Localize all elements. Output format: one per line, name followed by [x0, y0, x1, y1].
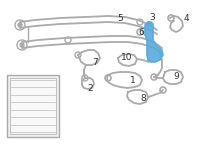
Text: 1: 1 [130, 76, 136, 85]
Polygon shape [145, 22, 163, 62]
Bar [7, 75, 59, 137]
Text: 4: 4 [183, 14, 189, 22]
Text: 5: 5 [117, 14, 123, 22]
Circle shape [20, 43, 24, 47]
Text: 9: 9 [173, 71, 179, 81]
Text: 3: 3 [149, 12, 155, 21]
Text: 2: 2 [87, 83, 93, 92]
Text: 10: 10 [121, 52, 133, 61]
Bar [10, 78, 56, 134]
Text: 8: 8 [140, 93, 146, 102]
Text: 7: 7 [92, 57, 98, 66]
Text: 6: 6 [138, 27, 144, 36]
Circle shape [18, 23, 22, 27]
